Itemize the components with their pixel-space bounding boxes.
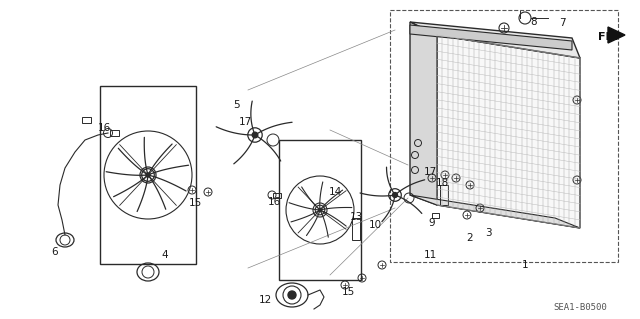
Text: 17: 17 — [424, 167, 436, 177]
Bar — [109, 130, 118, 136]
Text: 17: 17 — [238, 117, 252, 127]
Text: 16: 16 — [268, 197, 280, 207]
Text: FR.: FR. — [598, 32, 618, 42]
Bar — [279, 140, 361, 280]
Polygon shape — [437, 35, 580, 228]
Bar — [100, 86, 196, 264]
Bar — [390, 10, 618, 262]
Text: 16: 16 — [97, 123, 111, 133]
Text: 8: 8 — [531, 17, 538, 27]
Bar — [352, 218, 360, 240]
Text: 9: 9 — [429, 218, 435, 228]
Text: 7: 7 — [559, 18, 565, 28]
Text: 4: 4 — [162, 250, 168, 260]
Text: 1: 1 — [522, 260, 528, 270]
Text: 6: 6 — [52, 247, 58, 257]
Bar — [431, 212, 438, 218]
Polygon shape — [410, 195, 580, 228]
Text: 14: 14 — [328, 187, 342, 197]
Circle shape — [252, 132, 258, 138]
Circle shape — [146, 173, 150, 177]
Text: SEA1-B0500: SEA1-B0500 — [553, 303, 607, 313]
Polygon shape — [410, 25, 572, 50]
Text: 10: 10 — [369, 220, 381, 230]
Text: 15: 15 — [341, 287, 355, 297]
Text: 2: 2 — [467, 233, 474, 243]
Text: 3: 3 — [484, 228, 492, 238]
Bar — [273, 192, 281, 197]
Text: 11: 11 — [424, 250, 436, 260]
Text: 15: 15 — [188, 198, 202, 208]
Circle shape — [392, 193, 397, 197]
Circle shape — [319, 208, 322, 211]
Text: 13: 13 — [349, 212, 363, 222]
Text: 5: 5 — [233, 100, 239, 110]
Polygon shape — [410, 22, 580, 58]
Polygon shape — [608, 27, 625, 43]
Bar — [81, 117, 90, 123]
Text: 12: 12 — [259, 295, 271, 305]
Polygon shape — [410, 22, 437, 205]
Text: 18: 18 — [435, 178, 449, 188]
Circle shape — [288, 291, 296, 299]
Bar — [440, 185, 448, 205]
